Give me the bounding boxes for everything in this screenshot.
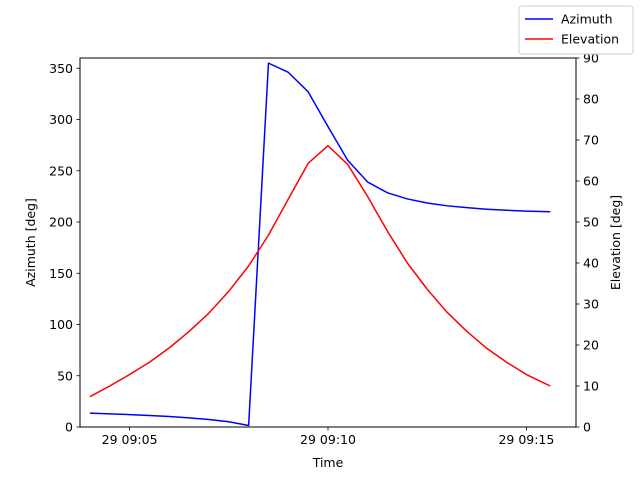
y-left-tick-label: 200 (49, 215, 73, 230)
y-right-tick-label: 20 (583, 338, 599, 353)
y-left-tick-label: 300 (49, 112, 73, 127)
plot-frame (79, 57, 577, 428)
x-tick-label: 29 09:10 (300, 432, 356, 447)
series-line-elevation (89, 144, 551, 398)
x-axis-label: Time (312, 455, 344, 470)
y-right-tick-label: 40 (583, 256, 599, 271)
plot-area (89, 62, 551, 427)
y-right-tick-label: 10 (583, 379, 599, 394)
x-tick-label: 29 09:05 (102, 432, 158, 447)
legend-box (518, 5, 634, 55)
y-axis-left: 0 50 100 150 200 250 300 350 (49, 61, 80, 435)
y-left-tick-label: 250 (49, 163, 73, 178)
legend-label-elevation: Elevation (561, 32, 619, 47)
y-right-tick-label: 0 (583, 420, 591, 435)
y-right-tick-label: 70 (583, 133, 599, 148)
y-right-tick-label: 80 (583, 92, 599, 107)
y-right-tick-label: 60 (583, 174, 599, 189)
y-axis-left-label: Azimuth [deg] (23, 198, 38, 287)
y-axis-right-label: Elevation [deg] (608, 195, 623, 290)
x-axis: 29 09:05 29 09:10 29 09:15 (102, 427, 554, 447)
y-right-tick-label: 30 (583, 297, 599, 312)
y-right-tick-label: 50 (583, 215, 599, 230)
y-left-tick-label: 50 (57, 368, 73, 383)
x-tick-label: 29 09:15 (498, 432, 554, 447)
legend-label-azimuth: Azimuth (561, 12, 613, 27)
y-left-tick-label: 350 (49, 61, 73, 76)
y-left-tick-label: 100 (49, 317, 73, 332)
y-left-tick-label: 150 (49, 266, 73, 281)
series-line-azimuth (89, 62, 551, 427)
legend: Azimuth Elevation (518, 5, 634, 55)
y-left-tick-label: 0 (65, 420, 73, 435)
